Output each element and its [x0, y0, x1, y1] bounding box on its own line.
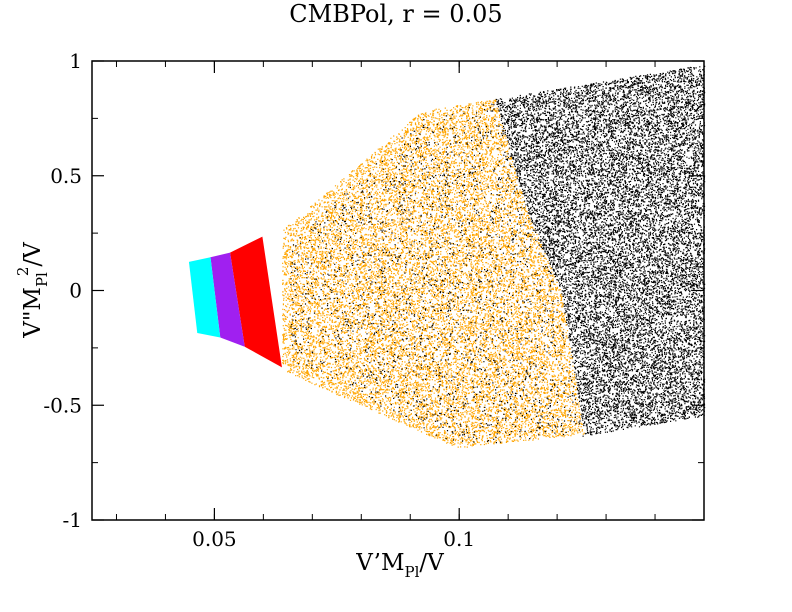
y-tick-label: -1 — [63, 508, 82, 532]
x-axis-label: V’MPl/V — [355, 550, 444, 581]
region-5 — [188, 257, 221, 338]
y-axis-label: V"MPl2/V — [14, 242, 51, 339]
y-tick-label: 0.5 — [50, 164, 82, 188]
plot-regions — [188, 65, 706, 448]
region-4 — [210, 252, 245, 347]
region-3 — [230, 236, 282, 368]
y-tick-label: 1 — [69, 49, 82, 73]
y-tick-label: 0 — [69, 279, 82, 303]
y-tick-label: -0.5 — [43, 393, 82, 417]
x-tick-label: 0.1 — [443, 527, 475, 551]
scatter-points-0 — [495, 65, 706, 437]
chart-title: CMBPol, r = 0.05 — [289, 0, 503, 28]
x-tick-label: 0.05 — [192, 527, 237, 551]
axis-ticks: 0.05 0.1 1 0.5 0 -0.5 -1 — [43, 49, 705, 551]
